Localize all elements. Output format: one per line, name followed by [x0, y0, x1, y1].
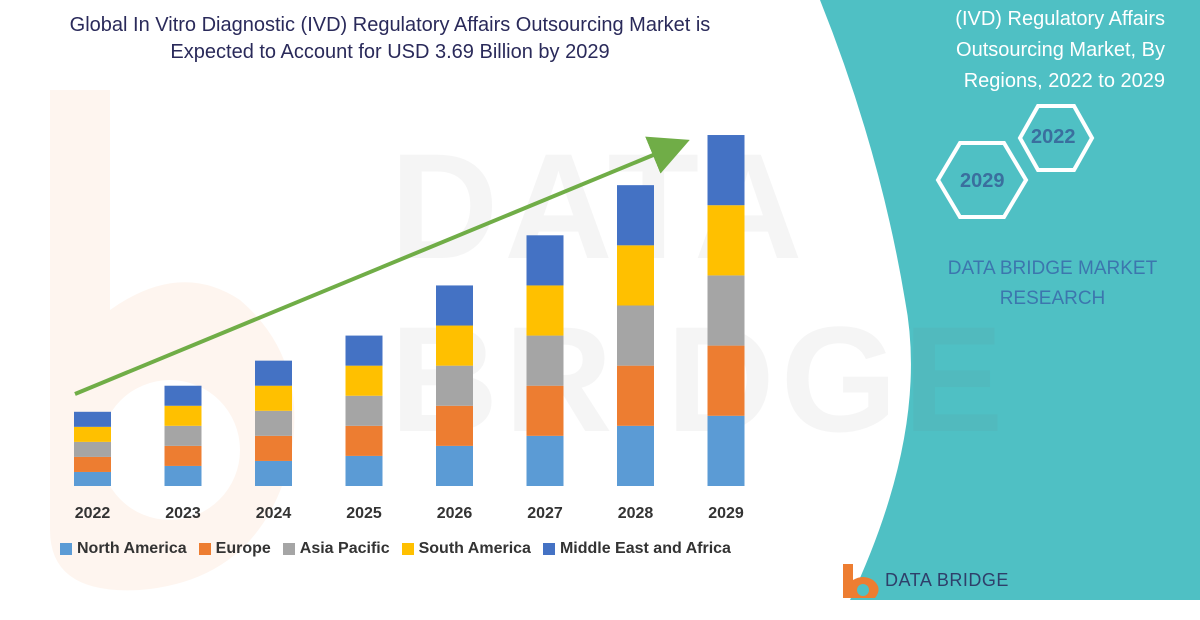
x-tick-label: 2023 — [165, 505, 201, 522]
bar-segment-2027-2 — [526, 335, 564, 386]
legend-item: South America — [401, 540, 531, 558]
x-tick-label: 2025 — [346, 505, 382, 522]
panel-title-line-2: Outsourcing Market, By — [956, 39, 1165, 61]
bar-segment-2022-1 — [74, 456, 111, 472]
bar-segment-2028-0 — [617, 425, 654, 486]
x-tick-label: 2022 — [75, 505, 111, 522]
panel-title: (IVD) Regulatory Affairs Outsourcing Mar… — [890, 4, 1165, 97]
bar-segment-2028-1 — [617, 365, 654, 426]
bar-segment-2022-2 — [74, 441, 111, 457]
legend-swatch — [542, 543, 555, 555]
legend-item: Asia Pacific — [282, 540, 390, 558]
bar-segment-2029-1 — [707, 345, 745, 416]
legend-label: Middle East and Africa — [559, 540, 731, 557]
bar-segment-2029-0 — [707, 415, 745, 486]
bar-segment-2026-1 — [436, 405, 473, 446]
x-tick-label: 2027 — [527, 505, 563, 522]
bar-segment-2024-4 — [255, 360, 292, 386]
bar-segment-2023-3 — [164, 405, 202, 426]
chart-title: Global In Vitro Diagnostic (IVD) Regulat… — [69, 14, 711, 63]
bar-segment-2023-4 — [164, 385, 202, 406]
bar-segment-2023-0 — [164, 465, 202, 486]
teal-side-panel — [820, 0, 1200, 600]
bar-segment-2029-4 — [707, 135, 745, 206]
bar-segment-2024-0 — [255, 460, 292, 486]
bar-segment-2026-0 — [436, 445, 473, 486]
legend-item: Middle East and Africa — [542, 540, 731, 558]
bar-segment-2022-4 — [74, 411, 111, 427]
trend-arrow — [74, 136, 690, 396]
x-tick-labels: 2022 2023 2024 2025 2026 2027 2028 2029 — [75, 505, 744, 522]
legend-label: Asia Pacific — [299, 540, 390, 557]
bars-group — [74, 135, 745, 486]
bar-segment-2028-3 — [617, 245, 654, 306]
legend-label: North America — [77, 540, 187, 557]
bar-segment-2025-0 — [345, 455, 383, 486]
x-tick-label: 2028 — [618, 505, 654, 522]
footer-logo-icon — [843, 564, 879, 598]
stacked-bar-chart: 2022 2023 2024 2025 2026 2027 2028 2029 — [74, 135, 745, 522]
bar-segment-2029-2 — [707, 275, 745, 346]
hexagon-2022-label: 2022 — [1031, 126, 1076, 148]
bar-segment-2025-3 — [345, 365, 383, 396]
bar-segment-2028-2 — [617, 305, 654, 366]
legend-item: Europe — [198, 540, 271, 558]
panel-title-line-1: (IVD) Regulatory Affairs — [955, 8, 1165, 30]
bar-segment-2025-1 — [345, 425, 383, 456]
bar-segment-2027-3 — [526, 285, 564, 336]
bar-segment-2029-3 — [707, 205, 745, 276]
bar-segment-2022-3 — [74, 426, 111, 442]
brand-text-line-2: RESEARCH — [999, 288, 1106, 309]
x-tick-label: 2029 — [708, 505, 744, 522]
bar-segment-2027-0 — [526, 435, 564, 486]
bar-segment-2026-3 — [436, 325, 473, 366]
bar-segment-2026-4 — [436, 285, 473, 326]
legend-swatch — [198, 543, 211, 555]
bar-segment-2024-1 — [255, 435, 292, 461]
legend-item: North America — [60, 540, 187, 558]
legend-swatch — [60, 543, 72, 555]
x-tick-label: 2026 — [437, 505, 473, 522]
bar-segment-2024-3 — [255, 385, 292, 411]
legend-label: Europe — [215, 540, 271, 557]
hexagon-2029-label: 2029 — [960, 170, 1005, 192]
legend-swatch — [401, 543, 414, 555]
bar-segment-2027-1 — [526, 385, 564, 436]
bar-segment-2028-4 — [617, 185, 654, 246]
legend-swatch — [282, 543, 295, 555]
bar-segment-2026-2 — [436, 365, 473, 406]
bar-segment-2024-2 — [255, 410, 292, 436]
bar-segment-2022-0 — [74, 471, 111, 486]
bar-segment-2025-4 — [345, 335, 383, 366]
footer-logo-text: DATA BRIDGE — [885, 570, 1009, 590]
brand-text: DATA BRIDGE MARKET RESEARCH — [930, 254, 1175, 314]
chart-legend: North America Europe Asia Pacific South Ame… — [60, 540, 731, 558]
bar-segment-2023-2 — [164, 425, 202, 446]
bar-segment-2025-2 — [345, 395, 383, 426]
brand-text-line-1: DATA BRIDGE MARKET — [947, 258, 1158, 279]
legend-label: South America — [418, 540, 531, 557]
bar-segment-2027-4 — [526, 235, 564, 286]
bar-segment-2023-1 — [164, 445, 202, 466]
panel-title-line-3: Regions, 2022 to 2029 — [963, 70, 1165, 92]
x-tick-label: 2024 — [256, 505, 292, 522]
